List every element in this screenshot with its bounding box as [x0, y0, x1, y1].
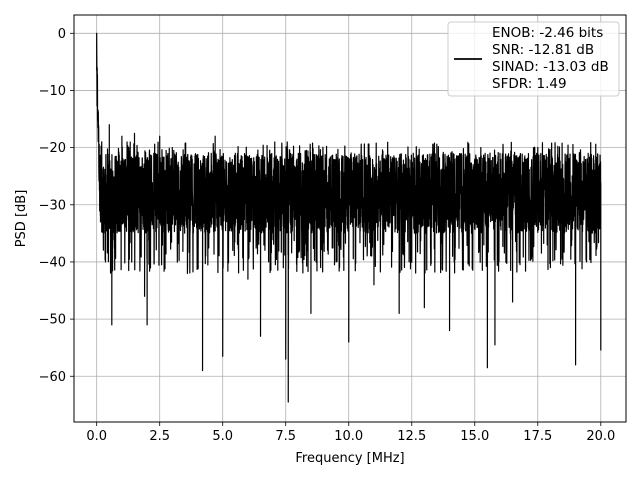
legend-box — [447, 21, 620, 97]
legend: ENOB: -2.46 bits SNR: -12.81 dB SINAD: -… — [447, 21, 620, 97]
plot-frame — [73, 14, 627, 423]
y-axis-label: PSD [dB] — [14, 190, 29, 248]
x-axis-label: Frequency [MHz] — [295, 451, 404, 466]
y-tick-label: −10 — [39, 84, 66, 99]
x-tick-label: 0.0 — [86, 429, 107, 444]
axis-ticks: 0.0 2.5 5.0 7.5 10.0 12.5 15.0 17.5 20.0 0 −10 −20 −… — [39, 27, 616, 444]
x-tick-label: 20.0 — [586, 429, 615, 444]
y-tick-label: −30 — [39, 198, 66, 213]
legend-entry-sinad: SINAD: -13.03 dB — [492, 59, 609, 75]
x-tick-label: 2.5 — [149, 429, 170, 444]
x-tick-label: 7.5 — [275, 429, 296, 444]
y-tick-label: −40 — [39, 255, 66, 270]
y-tick-label: −20 — [39, 141, 66, 156]
x-tick-label: 5.0 — [212, 429, 233, 444]
legend-entry-snr: SNR: -12.81 dB — [492, 42, 594, 58]
y-tick-label: 0 — [58, 27, 66, 42]
data-series — [96, 32, 602, 403]
legend-entry-sfdr: SFDR: 1.49 — [492, 76, 567, 92]
y-tick-label: −50 — [39, 313, 66, 328]
legend-entry-enob: ENOB: -2.46 bits — [492, 25, 603, 41]
x-tick-label: 12.5 — [397, 429, 426, 444]
x-tick-label: 17.5 — [523, 429, 552, 444]
x-tick-label: 15.0 — [460, 429, 489, 444]
y-tick-label: −60 — [39, 370, 66, 385]
x-tick-label: 10.0 — [334, 429, 363, 444]
psd-series-line — [96, 32, 602, 403]
